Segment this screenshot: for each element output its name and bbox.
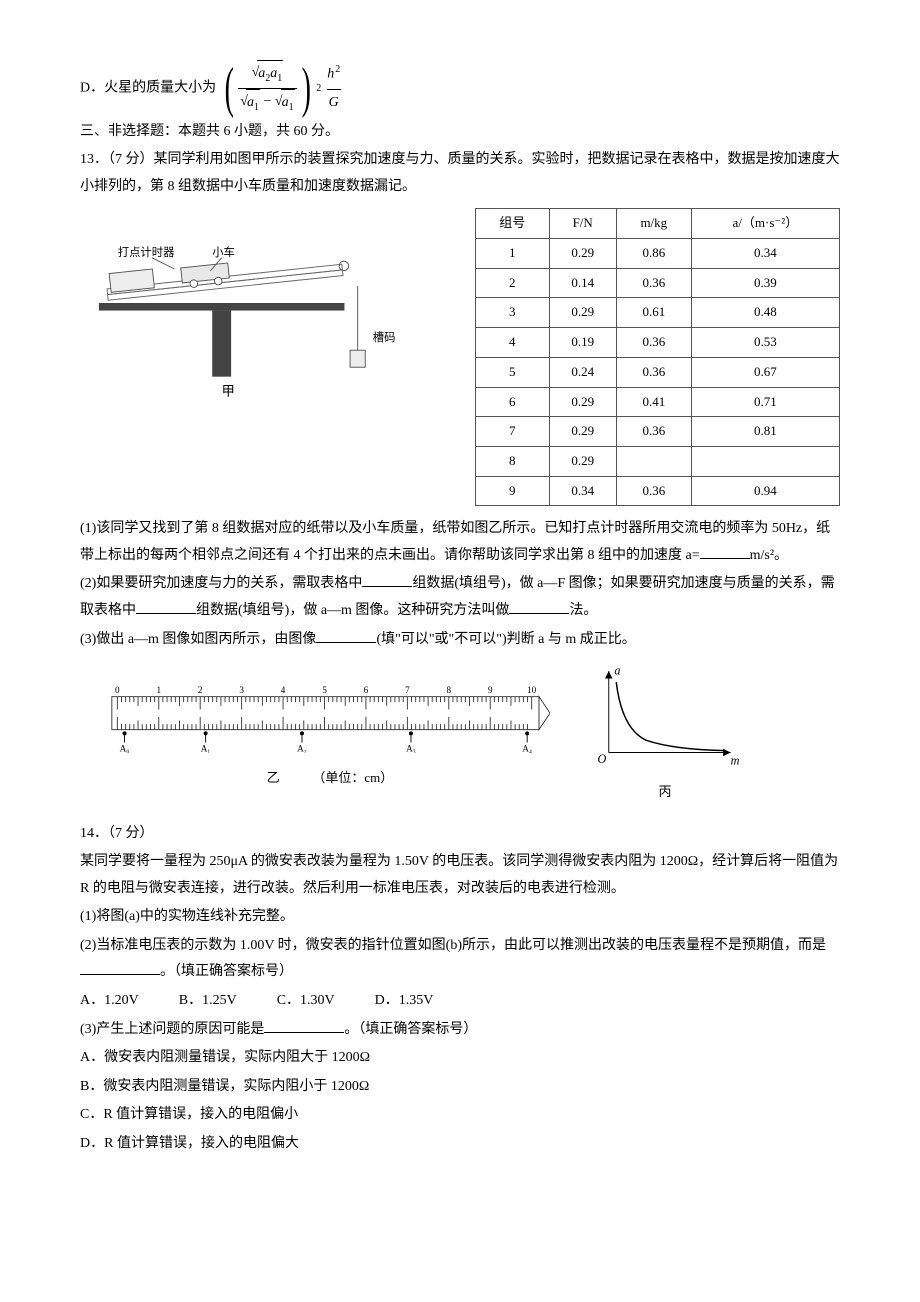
opt-C: C．1.30V xyxy=(277,988,335,1015)
svg-text:1: 1 xyxy=(156,685,161,695)
svg-text:9: 9 xyxy=(488,685,493,695)
svg-text:A₃: A₃ xyxy=(406,744,416,753)
svg-text:2: 2 xyxy=(198,685,203,695)
svg-text:4: 4 xyxy=(281,685,286,695)
cart-label: 小车 xyxy=(212,245,235,259)
fig-jia-caption: 甲 xyxy=(222,384,235,398)
col-group: 组号 xyxy=(476,209,550,239)
q13-apparatus-figure: 打点计时器 小车 槽码 甲 xyxy=(80,208,445,409)
table-row: 60.290.410.71 xyxy=(476,387,840,417)
q14-opt3-A: A．微安表内阻测量错误，实际内阻大于 1200Ω xyxy=(80,1045,840,1072)
table-row: 20.140.360.39 xyxy=(476,268,840,298)
fig-bing-caption: 丙 xyxy=(590,780,740,805)
col-a: a/（m·s⁻²） xyxy=(691,209,839,239)
blank-reason[interactable] xyxy=(264,1018,344,1033)
svg-text:5: 5 xyxy=(322,685,327,695)
col-m: m/kg xyxy=(616,209,691,239)
svg-text:A₂: A₂ xyxy=(297,744,307,753)
q13-part2: (2)如果要研究加速度与力的关系，需取表格中组数据(填组号)，做 a—F 图像；… xyxy=(80,571,840,624)
q13-part1: (1)该同学又找到了第 8 组数据对应的纸带以及小车质量，纸带如图乙所示。已知打… xyxy=(80,516,840,569)
blank-groups-m[interactable] xyxy=(136,599,196,614)
col-F: F/N xyxy=(549,209,616,239)
blank-judge[interactable] xyxy=(316,628,376,643)
svg-text:7: 7 xyxy=(405,685,410,695)
svg-text:m: m xyxy=(731,754,740,767)
optD-formula: ( a2a1 a1 − a1 ) 2 h2 G xyxy=(220,60,343,117)
svg-text:A₄: A₄ xyxy=(522,744,532,753)
blank-groups-F[interactable] xyxy=(362,572,412,587)
opt-A: A．1.20V xyxy=(80,988,139,1015)
q14-part3: (3)产生上述问题的原因可能是。（填正确答案标号） xyxy=(80,1017,840,1044)
q14-options2: A．1.20V B．1.25V C．1.30V D．1.35V xyxy=(80,988,840,1015)
q14-opt3-B: B．微安表内阻测量错误，实际内阻小于 1200Ω xyxy=(80,1074,840,1101)
svg-text:6: 6 xyxy=(364,685,369,695)
svg-text:A₁: A₁ xyxy=(201,744,211,753)
q14-part1: (1)将图(a)中的实物连线补充完整。 xyxy=(80,904,840,931)
q14-stem: 某同学要将一量程为 250μA 的微安表改装为量程为 1.50V 的电压表。该同… xyxy=(80,849,840,902)
opt-D: D．1.35V xyxy=(375,988,434,1015)
q12-option-d: D．火星的质量大小为 ( a2a1 a1 − a1 ) 2 h2 G xyxy=(80,60,840,117)
svg-text:3: 3 xyxy=(239,685,244,695)
optD-label: D．火星的质量大小为 xyxy=(80,81,216,96)
blank-a[interactable] xyxy=(700,544,750,559)
svg-text:0: 0 xyxy=(115,685,120,695)
q14-opt3-D: D．R 值计算错误，接入的电阻偏大 xyxy=(80,1131,840,1158)
q13-stem: 13．（7 分）某同学利用如图甲所示的装置探究加速度与力、质量的关系。实验时，把… xyxy=(80,147,840,200)
curve xyxy=(616,682,726,750)
bench-top xyxy=(99,303,345,311)
svg-text:8: 8 xyxy=(447,685,452,695)
svg-text:10: 10 xyxy=(527,685,537,695)
table-header-row: 组号 F/N m/kg a/（m·s⁻²） xyxy=(476,209,840,239)
table-row: 70.290.360.81 xyxy=(476,417,840,447)
opt-B: B．1.25V xyxy=(179,988,237,1015)
svg-text:O: O xyxy=(598,752,607,766)
blank-method[interactable] xyxy=(509,599,569,614)
timer-icon xyxy=(109,269,154,292)
blank-range[interactable] xyxy=(80,960,160,975)
q13-part3: (3)做出 a—m 图像如图丙所示，由图像(填"可以"或"不可以")判断 a 与… xyxy=(80,627,840,654)
a-m-graph: a m O 丙 xyxy=(590,663,740,804)
ruler-figure: 0 1 2 3 4 5 6 7 8 9 10 A₀ A₁ A₂ A₃ A₄ 乙 （单位：cm） xyxy=(110,677,550,790)
svg-text:a: a xyxy=(614,664,620,678)
weight-icon xyxy=(350,351,365,368)
fig-yi-caption: 乙 xyxy=(267,770,280,785)
table-row: 50.240.360.67 xyxy=(476,357,840,387)
weight-label: 槽码 xyxy=(373,331,396,344)
section3-title: 三、非选择题：本题共 6 小题，共 60 分。 xyxy=(80,119,840,146)
table-row: 40.190.360.53 xyxy=(476,328,840,358)
pulley-icon xyxy=(339,261,349,271)
q14-opt3-C: C．R 值计算错误，接入的电阻偏小 xyxy=(80,1102,840,1129)
table-row: 90.340.360.94 xyxy=(476,476,840,506)
table-row: 80.29 xyxy=(476,446,840,476)
svg-text:A₀: A₀ xyxy=(120,744,130,753)
q13-data-table: 组号 F/N m/kg a/（m·s⁻²） 10.290.860.3420.14… xyxy=(475,208,840,506)
q14-head: 14．（7 分） xyxy=(80,821,840,848)
q14-part2: (2)当标准电压表的示数为 1.00V 时，微安表的指针位置如图(b)所示，由此… xyxy=(80,933,840,986)
bench-leg xyxy=(212,311,231,377)
timer-label: 打点计时器 xyxy=(118,245,175,259)
table-row: 10.290.860.34 xyxy=(476,239,840,269)
ruler-unit: （单位：cm） xyxy=(312,770,393,785)
table-row: 30.290.610.48 xyxy=(476,298,840,328)
